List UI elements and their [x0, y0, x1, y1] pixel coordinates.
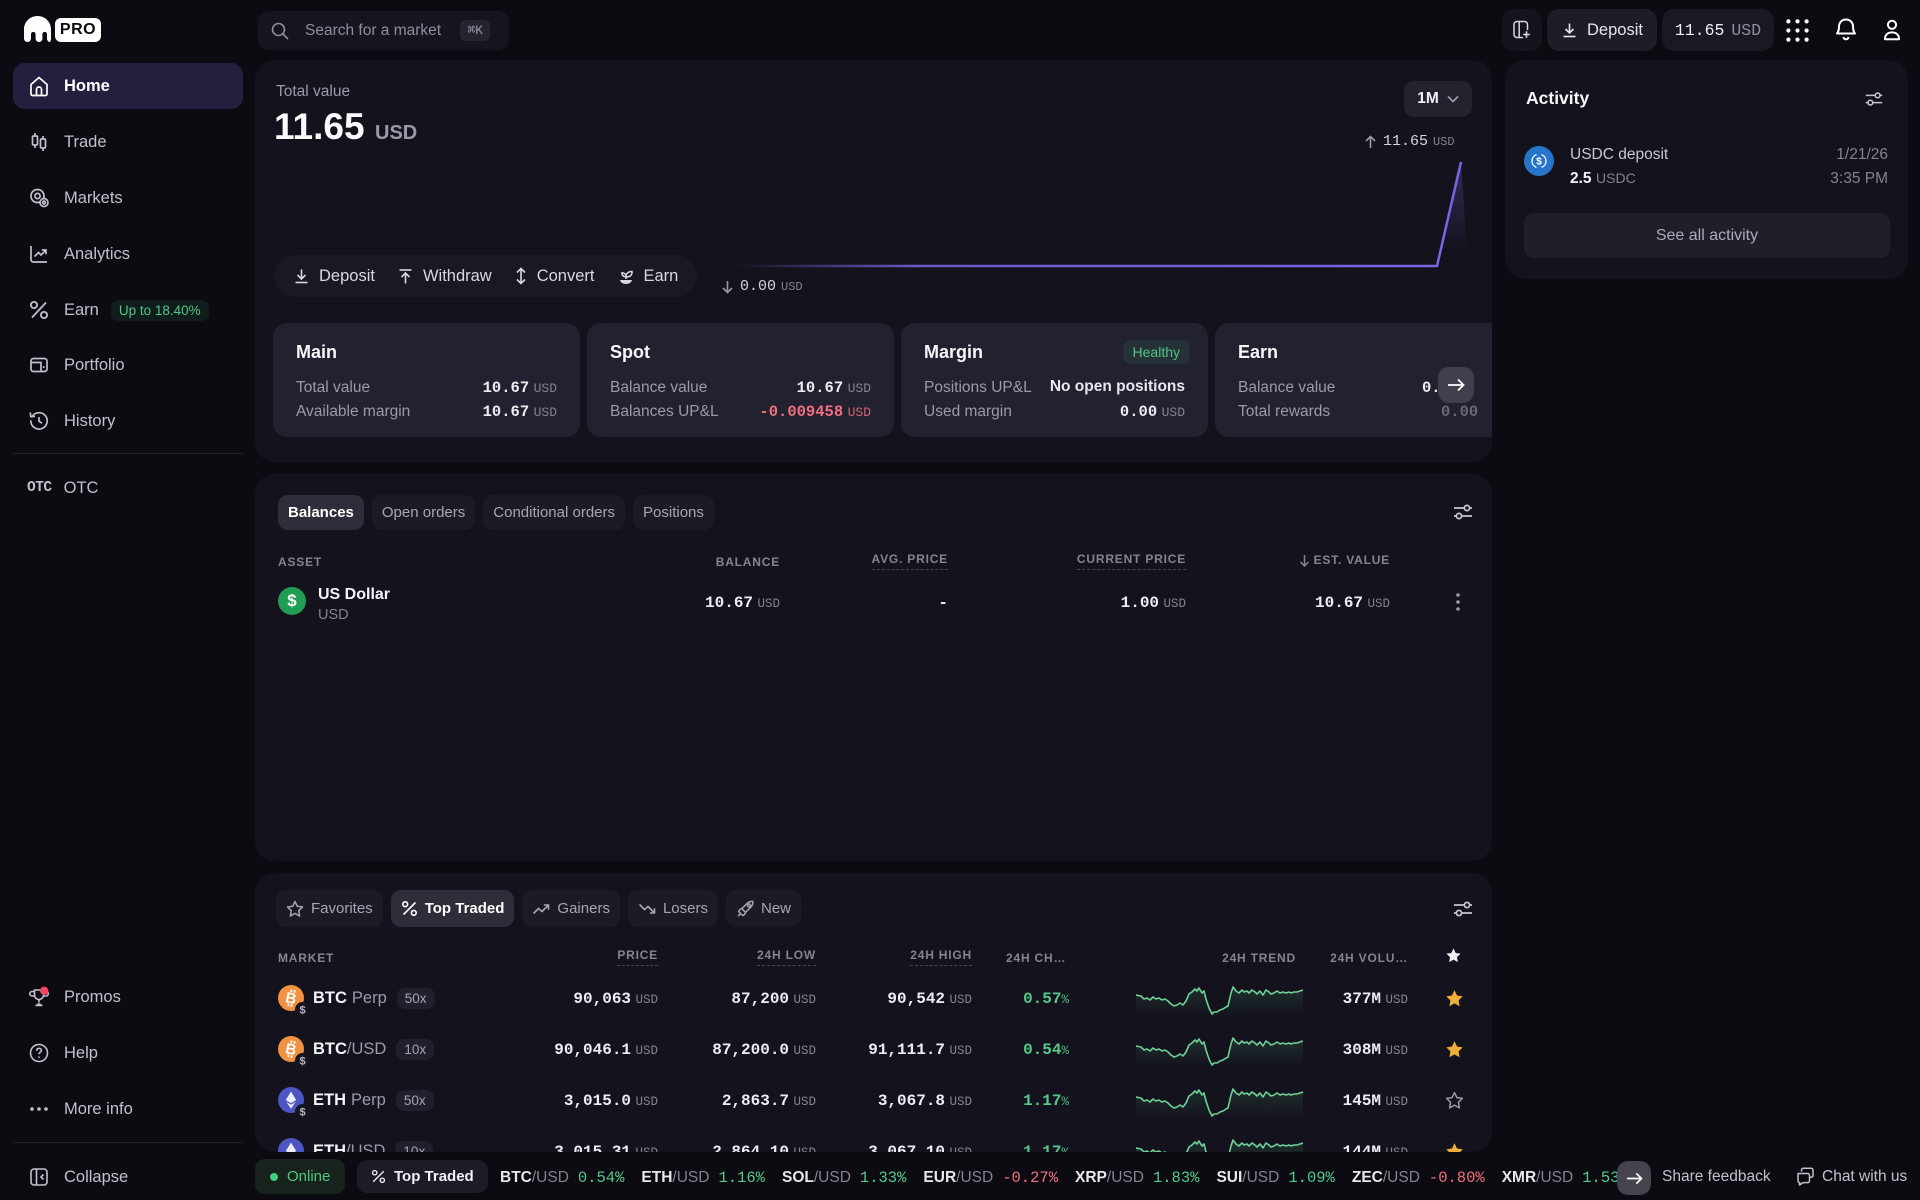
svg-text:$: $: [1536, 155, 1542, 167]
